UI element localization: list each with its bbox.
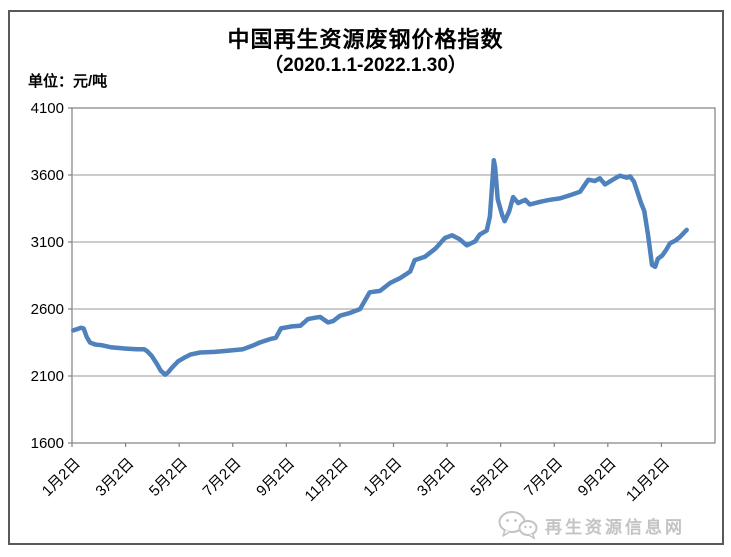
unit-label: 单位：元/吨 bbox=[28, 73, 108, 90]
y-axis-label-2600: 2600 bbox=[31, 301, 64, 318]
y-axis-label-1600: 1600 bbox=[31, 435, 64, 452]
y-axis-label-2100: 2100 bbox=[31, 368, 64, 385]
y-axis-label-3100: 3100 bbox=[31, 234, 64, 251]
x-axis-label: 7月2日 bbox=[521, 455, 566, 500]
watermark-text: 再生资源信息网 bbox=[545, 517, 685, 537]
plot-border bbox=[71, 107, 716, 444]
x-axis-label: 5月2日 bbox=[146, 455, 191, 500]
x-axis-label: 7月2日 bbox=[200, 455, 245, 500]
x-axis-label: 9月2日 bbox=[575, 455, 620, 500]
wechat-icon bbox=[498, 511, 538, 540]
y-axis-label-3600: 3600 bbox=[31, 167, 64, 184]
x-axis-label: 3月2日 bbox=[414, 455, 459, 500]
chart-subtitle: （2020.1.1-2022.1.30） bbox=[264, 55, 467, 76]
x-axis-label: 11月2日 bbox=[623, 455, 673, 505]
x-axis-label: 9月2日 bbox=[253, 455, 298, 500]
price-line-series bbox=[71, 158, 689, 377]
x-axis-label: 1月2日 bbox=[360, 455, 405, 500]
watermark: 再生资源信息网 bbox=[498, 510, 685, 540]
y-axis-label-4100: 4100 bbox=[31, 100, 64, 117]
x-axis-label: 5月2日 bbox=[467, 455, 512, 500]
x-axis-label: 1月2日 bbox=[39, 455, 84, 500]
x-axis-label: 11月2日 bbox=[302, 455, 352, 505]
chart-title: 中国再生资源废钢价格指数 bbox=[227, 27, 504, 52]
x-axis-label: 3月2日 bbox=[92, 455, 137, 500]
